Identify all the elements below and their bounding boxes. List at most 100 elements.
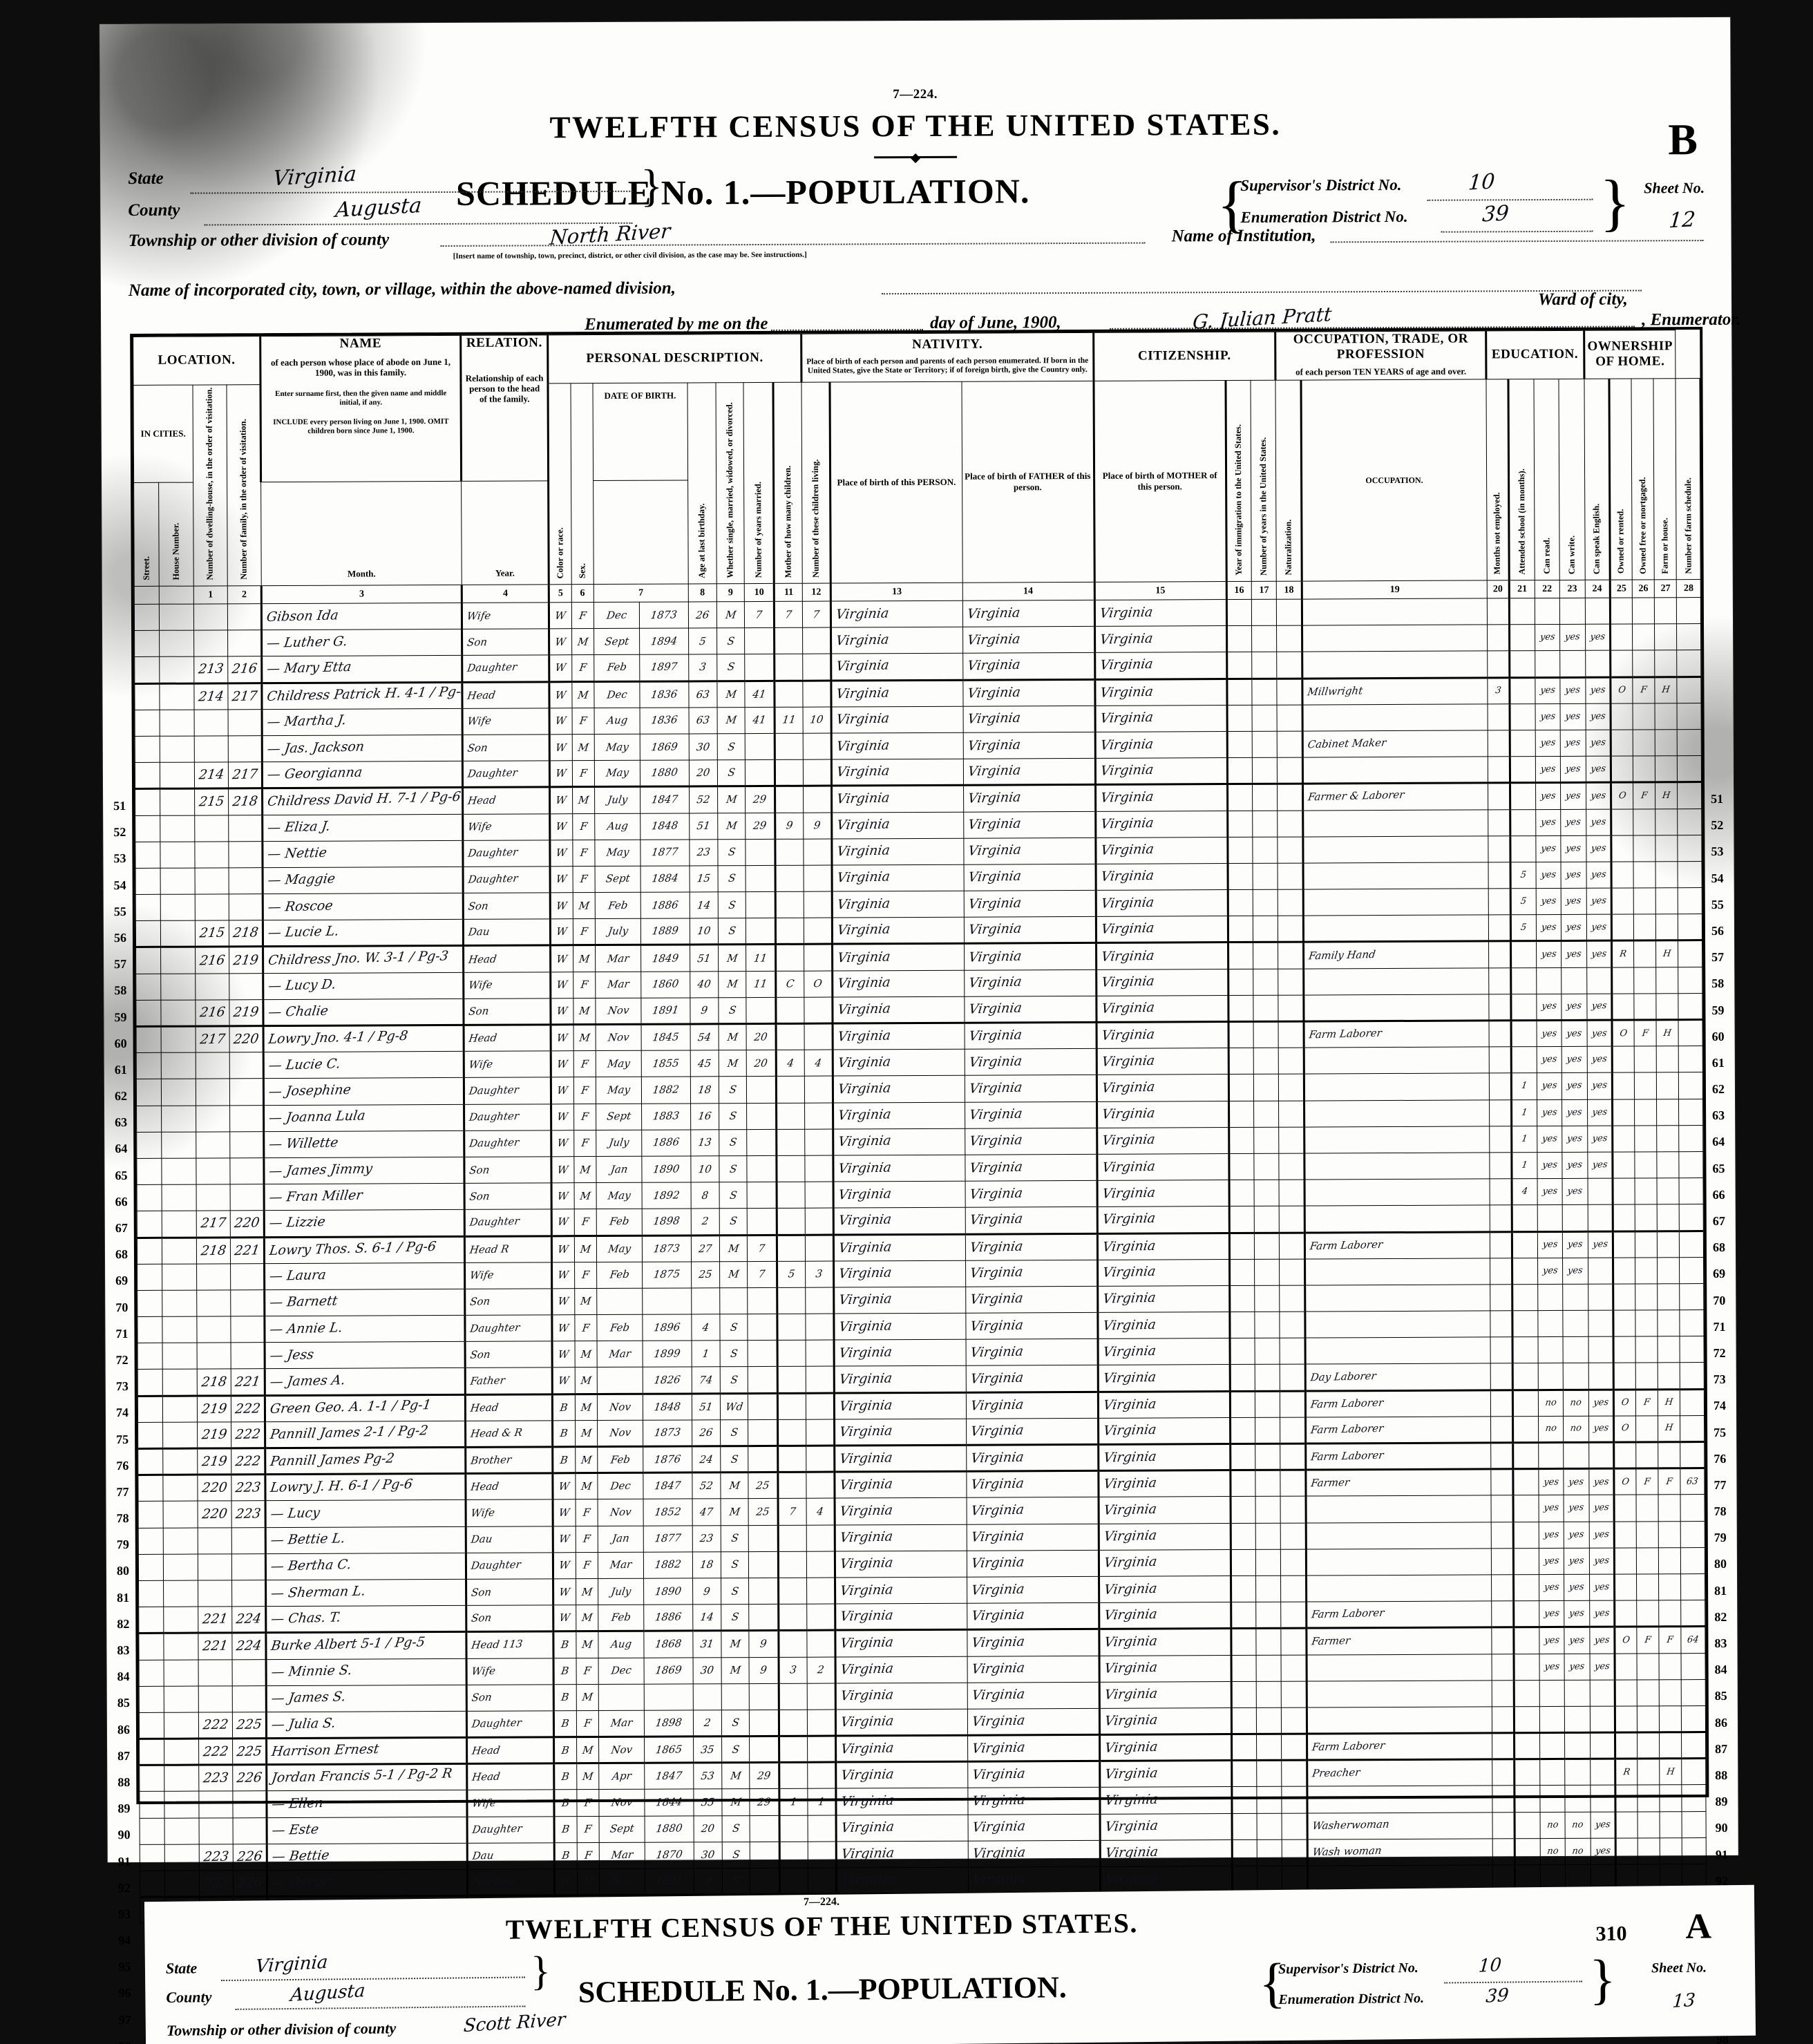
cell-mne [1487, 651, 1510, 678]
cell-imm [1230, 1496, 1256, 1524]
handwritten-entry: yes [1543, 1608, 1560, 1619]
cell-occ: Farmer [1306, 1627, 1492, 1655]
cell-free [1638, 1837, 1660, 1864]
cell-relation: Head & R [465, 1420, 553, 1448]
handwritten-entry: Daughter [467, 846, 519, 860]
cell-free [1633, 703, 1655, 730]
cell-empty [161, 999, 196, 1027]
handwritten-entry: Virginia [1099, 710, 1155, 727]
cell-bf: Virginia [967, 1787, 1100, 1815]
handwritten-entry: 220 [232, 1031, 260, 1048]
handwritten-entry: Virginia [1101, 1079, 1156, 1096]
handwritten-entry: Virginia [837, 1265, 893, 1282]
cell-ym [749, 1710, 779, 1737]
cell-race: W [549, 708, 572, 735]
cell-bp: Virginia [833, 1313, 966, 1341]
cell-yr: 1855 [641, 1050, 691, 1077]
cell-write: yes [1561, 940, 1587, 968]
handwritten-entry: yes [1566, 1028, 1583, 1039]
cell-ym [750, 1842, 780, 1868]
cell-occ: Millwright [1302, 677, 1488, 705]
cell-fh [1657, 1231, 1680, 1258]
cell-sex: F [576, 1816, 599, 1843]
handwritten-entry: F [580, 1083, 589, 1097]
handwritten-entry: Virginia [1103, 1554, 1158, 1571]
cell-mc [775, 865, 804, 892]
handwritten-entry: Virginia [1099, 683, 1154, 701]
cell-cl [805, 1155, 833, 1182]
handwritten-entry: no [1544, 1397, 1557, 1409]
cell-bf: Virginia [965, 1206, 1098, 1234]
handwritten-entry: W [558, 1506, 571, 1520]
cell-mon [596, 1367, 643, 1394]
handwritten-entry: F [579, 846, 588, 860]
row-number: 62 [114, 1089, 128, 1104]
handwritten-entry: yes [1592, 1397, 1609, 1408]
handwritten-entry: Virginia [1099, 789, 1155, 806]
cell-empty [135, 947, 162, 974]
handwritten-entry: Virginia [835, 842, 891, 860]
cell-write: yes [1562, 1257, 1588, 1285]
handwritten-entry: yes [1593, 1634, 1611, 1646]
handwritten-entry: Virginia [967, 842, 1023, 859]
cell-age: 14 [690, 891, 719, 919]
cell-bp: Virginia [836, 1867, 969, 1895]
handwritten-entry: Virginia [967, 895, 1023, 912]
cell-eng: yes [1585, 676, 1611, 704]
cell-yr: 1897 [639, 654, 689, 681]
handwritten-entry: F [1643, 1397, 1651, 1408]
handwritten-entry: H [1661, 684, 1671, 696]
cell-sch [1511, 1020, 1537, 1047]
cell-imm [1228, 1100, 1254, 1128]
handwritten-entry: 53 [700, 1769, 715, 1783]
cell-free [1634, 1099, 1657, 1126]
handwritten-entry: Farm Laborer [1308, 1026, 1383, 1041]
cell-yr: 1882 [643, 1551, 693, 1579]
handwritten-entry: Aug [609, 1638, 633, 1652]
col-birth-year: Year. [461, 480, 549, 585]
cell-write: yes [1562, 1046, 1587, 1073]
row-number: 58 [1711, 976, 1725, 991]
handwritten-entry: 219 [232, 952, 260, 968]
handwritten-entry: B [560, 1664, 570, 1678]
cell-fam [229, 1157, 265, 1184]
cell-race: W [551, 1130, 574, 1157]
handwritten-entry: 1 [1521, 1160, 1528, 1171]
cell-empty [163, 1501, 198, 1528]
cell-fh [1657, 1257, 1680, 1284]
handwritten-entry: Virginia [969, 1449, 1025, 1466]
handwritten-entry: — James S. [270, 1689, 348, 1707]
cell-name: Childress David H. 7-1 / Pg-6 [262, 787, 463, 815]
cell-mc [777, 1392, 806, 1420]
cell-fam [229, 893, 263, 921]
label-street: Street. [141, 556, 151, 580]
cell-race: W [549, 655, 572, 682]
cell-sex: M [576, 1605, 598, 1631]
handwritten-entry: 1886 [654, 1610, 683, 1624]
cell-nat [1278, 1021, 1304, 1048]
cell-empty [135, 736, 160, 763]
handwritten-entry: yes [1593, 1660, 1611, 1672]
cell-bm: Virginia [1097, 1364, 1230, 1392]
handwritten-entry: yes [1564, 791, 1582, 802]
handwritten-entry: 55 [700, 1795, 716, 1809]
cell-empty [137, 1475, 164, 1502]
handwritten-entry: yes [1565, 869, 1582, 880]
row-number: 62 [1711, 1081, 1725, 1097]
cell-bm: Virginia [1099, 1681, 1231, 1709]
cell-empty [139, 1791, 165, 1819]
handwritten-entry: Virginia [969, 1475, 1025, 1493]
cell-mon: Aug [594, 813, 641, 840]
cell-cl [806, 1419, 835, 1446]
cell-empty [137, 1316, 163, 1343]
handwritten-entry: B [561, 1875, 571, 1889]
cell-free: F [1635, 1468, 1659, 1495]
handwritten-entry: Virginia [970, 1634, 1026, 1651]
handwritten-entry: yes [1542, 1477, 1559, 1488]
handwritten-entry: Son [468, 1295, 491, 1309]
handwritten-entry: 4 [816, 1505, 825, 1518]
cell-dwell [196, 1316, 231, 1343]
handwritten-entry: Virginia [1103, 1766, 1159, 1783]
state-value: Virginia [272, 162, 358, 191]
cell-relation: Son [464, 1156, 552, 1184]
